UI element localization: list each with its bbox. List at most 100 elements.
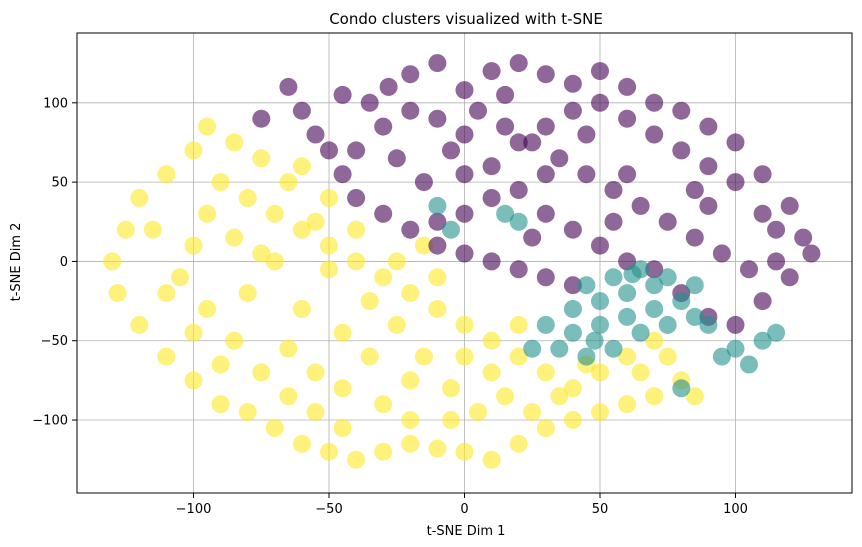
scatter-point [585,331,604,350]
x-axis-ticks: −100 −50 0 50 100 [176,493,748,517]
scatter-point [347,252,366,271]
scatter-point [347,450,366,469]
scatter-point [618,307,637,326]
scatter-point [699,157,718,176]
scatter-point [645,93,664,112]
scatter-point [685,228,704,247]
scatter-point [482,62,501,81]
scatter-point [455,315,474,334]
scatter-point [685,387,704,406]
scatter-point [157,165,176,184]
scatter-point [767,323,786,342]
scatter-point [292,300,311,318]
scatter-point [726,315,745,334]
scatter-point [523,339,542,358]
scatter-point [414,236,433,255]
scatter-point [455,204,474,223]
scatter-point [563,411,582,429]
scatter-point [469,101,487,120]
scatter-point [157,347,176,366]
scatter-point [442,141,460,160]
scatter-point [577,276,596,295]
scatter-point [509,347,528,366]
scatter-point [333,85,352,104]
scatter-point [563,101,582,120]
x-tick-label: 50 [592,502,609,517]
scatter-point [482,331,501,350]
scatter-point [536,65,555,84]
scatter-point [401,371,420,390]
scatter-point [428,268,447,287]
scatter-point [184,323,203,342]
scatter-point [550,339,569,358]
y-tick-label: 100 [43,96,68,111]
scatter-point [645,125,664,144]
scatter-point [740,260,758,279]
scatter-point [320,260,338,279]
scatter-point [563,300,582,318]
scatter-point [360,347,379,366]
cluster-series [103,117,704,469]
scatter-point [238,403,257,422]
scatter-point [509,260,528,279]
scatter-point [428,196,447,215]
chart-title: Condo clusters visualized with t-SNE [329,10,603,28]
scatter-point [618,109,637,128]
scatter-point [306,212,325,231]
scatter-point [631,323,650,342]
cluster-series [428,196,786,398]
scatter-point [618,395,637,414]
scatter-point [563,220,582,239]
scatter-point [509,212,528,231]
scatter-point [401,101,420,120]
scatter-point [618,165,637,184]
scatter-point [320,189,338,207]
scatter-point [252,149,271,168]
scatter-point [130,189,149,207]
scatter-point [360,93,379,112]
scatter-point [333,419,352,437]
x-axis-label: t-SNE Dim 1 [427,524,506,539]
scatter-point [699,315,718,334]
scatter-point [428,300,447,318]
scatter-point [455,347,474,366]
scatter-point [645,300,664,318]
scatter-point [685,181,704,199]
scatter-point [387,315,406,334]
scatter-point [685,307,704,326]
y-tick-label: 0 [60,255,68,270]
scatter-point [225,228,244,247]
scatter-point [347,189,366,207]
scatter-point [428,439,447,458]
scatter-point [563,276,582,295]
scatter-point [171,268,189,287]
scatter-point [550,387,569,406]
scatter-point [645,331,664,350]
scatter-point [279,387,298,406]
scatter-point [374,442,393,461]
scatter-point [455,125,474,144]
scatter-point [265,252,284,271]
scatter-point [577,165,596,184]
scatter-point [658,268,677,287]
scatter-point [618,284,637,303]
scatter-point [496,204,515,223]
scatter-point [536,268,555,287]
scatter-point [333,379,352,398]
scatter-point [672,101,691,120]
x-tick-label: 100 [723,502,748,517]
scatter-point [103,252,122,271]
scatter-point [306,125,325,144]
y-tick-label: −50 [41,334,68,349]
scatter-point [658,347,677,366]
scatter-point [726,173,745,192]
y-axis-label: t-SNE Dim 2 [9,223,24,302]
scatter-point [645,260,664,279]
scatter-point [740,355,758,374]
scatter-point [252,363,271,382]
scatter-point [623,265,642,284]
scatter-point [184,141,203,160]
scatter-point [767,220,786,239]
scatter-point [401,220,420,239]
